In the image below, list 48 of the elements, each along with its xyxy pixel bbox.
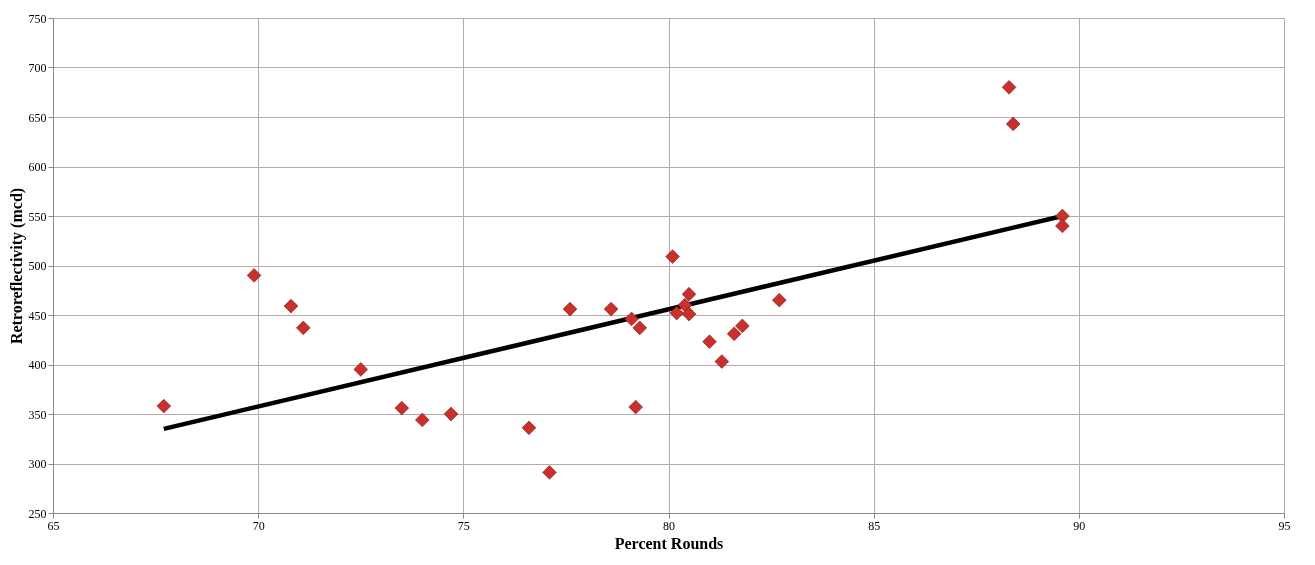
point xyxy=(283,298,299,314)
point xyxy=(772,292,787,308)
point xyxy=(1055,218,1070,234)
y-tick-label: 500 xyxy=(28,259,47,273)
x-tick-label: 70 xyxy=(252,518,265,533)
point xyxy=(603,301,619,317)
point xyxy=(628,399,643,415)
point xyxy=(562,301,578,317)
y-tick-label: 450 xyxy=(28,308,47,323)
point xyxy=(1001,80,1017,95)
point xyxy=(521,420,537,436)
x-tick-label: 65 xyxy=(47,518,60,533)
y-tick-label: 600 xyxy=(28,160,47,174)
point xyxy=(353,362,368,377)
point xyxy=(246,268,262,283)
x-tick-label: 80 xyxy=(663,518,675,533)
point xyxy=(156,398,171,414)
point xyxy=(296,320,311,336)
point xyxy=(735,318,750,334)
y-tick-label: 300 xyxy=(28,457,47,471)
y-tick-label: 350 xyxy=(28,407,47,422)
x-tick-label: 90 xyxy=(1073,518,1086,533)
point xyxy=(677,297,693,313)
point xyxy=(415,412,430,428)
point xyxy=(702,334,717,349)
point xyxy=(632,320,647,336)
x-tick-label: 95 xyxy=(1278,518,1291,533)
x-tick-label: 85 xyxy=(868,518,881,533)
point xyxy=(681,287,697,302)
y-tick-label: 700 xyxy=(28,61,47,75)
point xyxy=(394,400,409,416)
x-axis-title: Percent Rounds xyxy=(614,534,724,552)
y-tick-label: 550 xyxy=(28,209,47,224)
point xyxy=(624,311,639,327)
y-tick-label: 750 xyxy=(28,11,47,26)
point xyxy=(665,249,680,264)
point xyxy=(669,305,684,321)
point xyxy=(542,465,557,480)
x-tick-label: 75 xyxy=(457,518,470,533)
y-axis-title: Retroreflectivity (mcd) xyxy=(7,187,26,345)
y-tick-label: 250 xyxy=(28,506,47,521)
y-tick-label: 650 xyxy=(28,110,47,125)
point xyxy=(681,306,697,322)
point xyxy=(1005,116,1021,132)
y-tick-label: 400 xyxy=(28,358,47,372)
point xyxy=(726,326,742,341)
point xyxy=(714,354,730,369)
point xyxy=(443,406,459,422)
